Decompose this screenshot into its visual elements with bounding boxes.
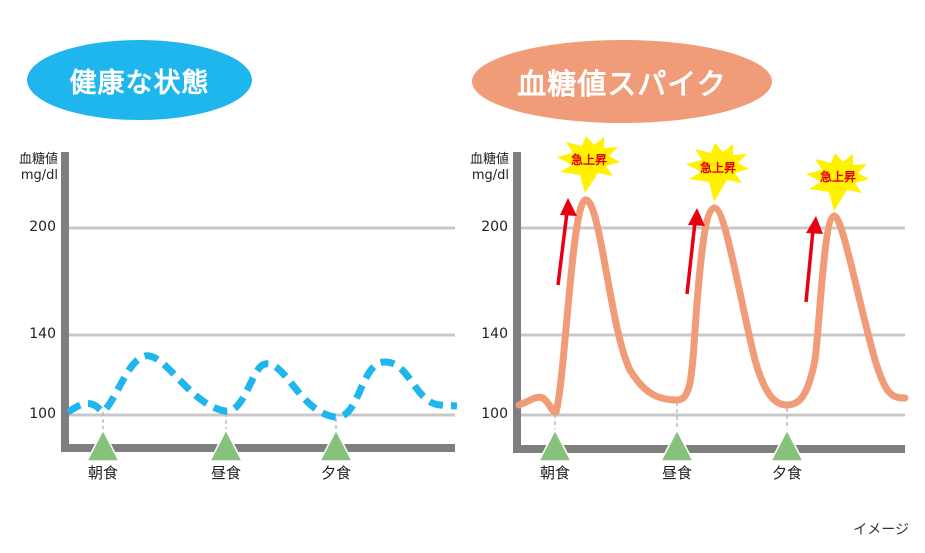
x-axis <box>513 445 905 453</box>
burst-icon <box>557 136 620 193</box>
y-axis <box>513 152 521 452</box>
right-chart <box>513 136 909 462</box>
meal-label-lunch: 昼食 <box>661 464 692 482</box>
tick-100: 100 <box>29 406 56 422</box>
rise-arrow-icon <box>685 208 705 295</box>
meal-marker-lunch <box>659 428 695 462</box>
y-label-line2: mg/dl <box>20 168 58 183</box>
meal-label-dinner: 夕食 <box>771 464 802 482</box>
burst-label: 急上昇 <box>570 153 607 167</box>
burst-icon <box>686 143 749 202</box>
rise-arrow-icon <box>804 216 823 303</box>
meal-marker-lunch <box>208 428 244 462</box>
burst-label: 急上昇 <box>699 161 736 175</box>
burst-label: 急上昇 <box>819 170 856 184</box>
y-label-line1: 血糖値 <box>18 152 58 167</box>
tick-200: 200 <box>481 219 508 235</box>
meal-label-lunch: 昼食 <box>210 464 241 482</box>
image-footnote: イメージ <box>853 522 909 538</box>
meal-marker-dinner <box>318 428 354 462</box>
tick-140: 140 <box>481 326 508 342</box>
meal-label-breakfast: 朝食 <box>87 464 118 482</box>
spike-title-text: 血糖値スパイク <box>517 66 727 101</box>
y-label-line1: 血糖値 <box>469 152 509 167</box>
tick-100: 100 <box>481 406 508 422</box>
spike-title: 血糖値スパイク <box>472 40 772 123</box>
y-axis-label: 血糖値 mg/dl <box>461 152 509 184</box>
meal-marker-dinner <box>769 428 805 462</box>
healthy-title-text: 健康な状態 <box>69 67 210 99</box>
spike-glucose-line <box>515 196 909 416</box>
meal-label-dinner: 夕食 <box>320 464 351 482</box>
tick-200: 200 <box>29 219 56 235</box>
meal-marker-breakfast <box>85 428 121 462</box>
healthy-state-title: 健康な状態 <box>27 40 252 120</box>
meal-marker-breakfast <box>537 428 573 462</box>
x-axis <box>61 444 455 452</box>
meal-label-breakfast: 朝食 <box>539 464 570 482</box>
tick-140: 140 <box>29 326 56 342</box>
rise-arrow-icon <box>556 198 577 286</box>
left-chart <box>61 152 458 462</box>
burst-icon <box>806 153 869 211</box>
healthy-glucose-line <box>66 352 458 421</box>
y-axis <box>61 152 69 452</box>
y-axis-label: 血糖値 mg/dl <box>10 152 58 184</box>
y-label-line2: mg/dl <box>471 168 509 183</box>
